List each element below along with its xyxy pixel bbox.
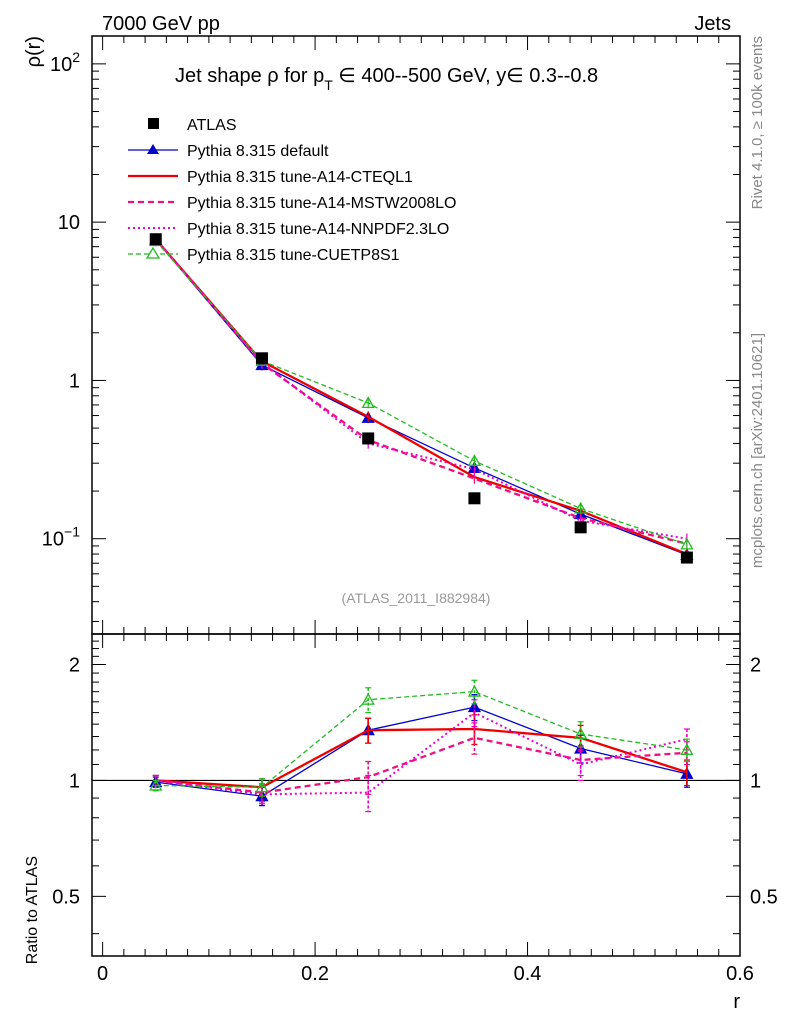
data-point-atlas [149, 233, 162, 246]
legend-entry-cteql1: Pythia 8.315 tune-A14-CTEQL1 [128, 169, 413, 186]
legend-marker-cuetp8s1 [145, 246, 161, 259]
ratio-tick-label-right: 2 [750, 654, 761, 676]
ratio-tick-label: 1 [69, 770, 80, 792]
x-axis-label: r [733, 991, 740, 1013]
ratio-tick-label: 2 [69, 654, 80, 676]
series-line-4 [155, 240, 688, 546]
axis-ticks: 0 0.2 0.4 0.6 10−1 1 10 102 0.5 0.5 1 1 2 2 [42, 36, 778, 985]
chart-title-rest: ∈ 400--500 GeV, y∈ 0.3--0.8 [333, 65, 598, 87]
y-axis-label: ρ(r) [23, 36, 45, 67]
ratio-point-cuetp8s1 [680, 743, 694, 755]
legend-entry-nnpdf: Pythia 8.315 tune-A14-NNPDF2.3LO [128, 221, 449, 238]
ratio-axis-label: Ratio to ATLAS [24, 856, 41, 964]
data-point-atlas [680, 551, 693, 564]
legend: ATLAS Pythia 8.315 default Pythia 8.315 … [128, 117, 456, 264]
ratio-tick-label-right: 0.5 [750, 886, 778, 908]
y-tick-label: 1 [69, 370, 80, 392]
legend-entry-atlas: ATLAS [148, 117, 237, 134]
series-point-cuetp8s1 [361, 396, 375, 409]
mcplots-side-label: mcplots.cern.ch [arXiv:2401.10621] [749, 333, 766, 568]
ratio-tick-label-right: 1 [750, 770, 761, 792]
legend-label-cuetp8s1: Pythia 8.315 tune-CUETP8S1 [187, 247, 400, 264]
legend-label-atlas: ATLAS [187, 117, 237, 134]
ratio-line-4 [155, 691, 687, 788]
legend-entry-default: Pythia 8.315 default [128, 143, 329, 160]
category-label: Jets [694, 13, 731, 35]
legend-marker-atlas [148, 118, 159, 129]
ratio-line-0 [155, 706, 688, 797]
data-point-atlas [255, 352, 268, 365]
rivet-side-label: Rivet 4.1.0, ≥ 100k events [749, 36, 766, 209]
ratio-panel-frame [91, 633, 741, 957]
series-line-0 [155, 239, 688, 556]
series-point-cuetp8s1 [467, 454, 482, 466]
data-point-atlas [468, 492, 481, 505]
series-layer [149, 232, 694, 564]
x-tick-label: 0.6 [726, 963, 754, 985]
series-point-cuetp8s1 [680, 537, 694, 550]
x-tick-label: 0.2 [301, 963, 329, 985]
chart-title: Jet shape ρ for pT ∈ 400--500 GeV, y∈ 0.… [175, 65, 598, 93]
ratio-layer [92, 679, 740, 813]
series-line-2 [154, 238, 688, 545]
legend-label-mstw: Pythia 8.315 tune-A14-MSTW2008LO [187, 195, 456, 212]
y-tick-label: 102 [50, 49, 80, 76]
chart-title-main: Jet shape ρ for p [175, 65, 324, 87]
legend-entry-cuetp8s1: Pythia 8.315 tune-CUETP8S1 [128, 246, 400, 264]
data-point-atlas [362, 432, 375, 445]
y-tick-label: 10 [58, 212, 80, 234]
ratio-line-2 [155, 736, 687, 794]
ratio-point-cuetp8s1 [149, 778, 163, 791]
ratio-point-cuetp8s1 [574, 727, 588, 740]
x-tick-label: 0 [97, 963, 108, 985]
ratio-line-1 [155, 727, 688, 789]
chart-title-sub: T [324, 77, 333, 93]
legend-marker-default [147, 144, 159, 154]
x-tick-label: 0.4 [514, 963, 542, 985]
energy-label: 7000 GeV pp [102, 13, 220, 35]
ratio-point-cuetp8s1 [255, 780, 269, 793]
ratio-point-cuetp8s1 [467, 684, 482, 697]
analysis-id: (ATLAS_2011_I882984) [342, 590, 491, 606]
y-tick-label: 10−1 [42, 524, 80, 551]
ratio-point-cuetp8s1 [361, 692, 375, 705]
legend-entry-mstw: Pythia 8.315 tune-A14-MSTW2008LO [128, 195, 456, 212]
legend-label-default: Pythia 8.315 default [187, 143, 329, 160]
legend-label-nnpdf: Pythia 8.315 tune-A14-NNPDF2.3LO [187, 221, 449, 238]
legend-label-cteql1: Pythia 8.315 tune-A14-CTEQL1 [187, 169, 413, 186]
data-point-atlas [574, 521, 587, 534]
series-point-cuetp8s1 [574, 501, 588, 514]
ratio-tick-label: 0.5 [52, 886, 80, 908]
series-line-3 [154, 238, 688, 540]
